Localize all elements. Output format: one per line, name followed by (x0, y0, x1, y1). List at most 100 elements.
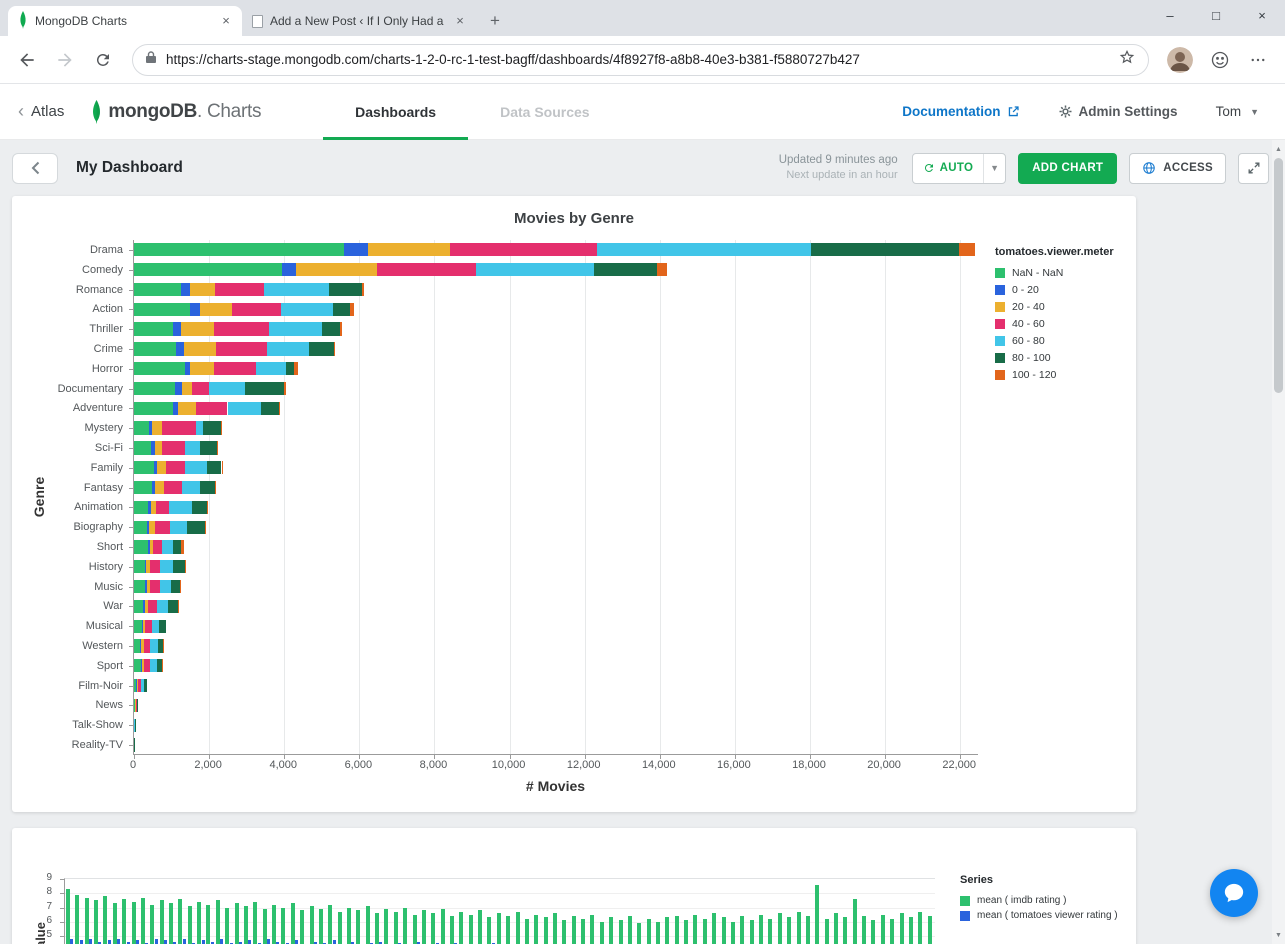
tab-dashboards[interactable]: Dashboards (323, 84, 469, 140)
documentation-link[interactable]: Documentation (902, 104, 1019, 119)
tab-data-sources[interactable]: Data Sources (500, 103, 590, 120)
x-tick-label: 4,000 (269, 759, 297, 771)
add-chart-button[interactable]: ADD CHART (1018, 152, 1118, 184)
bar (637, 923, 642, 944)
auto-refresh-main[interactable]: AUTO (913, 153, 985, 183)
bar-segment (377, 263, 476, 277)
address-bar[interactable]: https://charts-stage.mongodb.com/charts-… (132, 43, 1149, 76)
bar-segment (136, 698, 138, 713)
access-button[interactable]: ACCESS (1129, 152, 1226, 184)
y-tick (129, 527, 133, 529)
bar (243, 906, 248, 944)
bar-segment (146, 579, 151, 594)
back-icon[interactable] (10, 43, 44, 77)
bar (412, 914, 417, 944)
bar-segment (182, 480, 201, 495)
scrollbar-thumb[interactable] (1274, 158, 1283, 393)
bar-segment (216, 441, 219, 455)
bar-segment (155, 480, 164, 495)
scroll-down-arrow[interactable]: ▼ (1275, 931, 1282, 939)
bar (646, 918, 651, 944)
auto-refresh-button[interactable]: AUTO ▼ (911, 152, 1007, 184)
user-menu[interactable]: Tom ▼ (1216, 104, 1259, 119)
y-tick-label: 6 (46, 914, 52, 926)
dashboard-back-button[interactable] (12, 152, 58, 184)
bar-segment (150, 441, 155, 455)
bar (908, 917, 913, 944)
new-tab-button[interactable]: + (490, 11, 500, 30)
bar-segment (134, 718, 136, 732)
fullscreen-button[interactable] (1238, 152, 1269, 184)
bar-segment (162, 540, 173, 554)
scroll-up-arrow[interactable]: ▲ (1275, 145, 1282, 153)
admin-settings-link[interactable]: Admin Settings (1058, 104, 1178, 119)
browser-tab-add-new-post[interactable]: Add a New Post ‹ If I Only Had a × (242, 6, 476, 36)
bar-segment (810, 243, 960, 257)
forward-icon[interactable] (48, 43, 82, 77)
bar (375, 913, 380, 944)
bar-segment (189, 362, 214, 376)
bar (581, 918, 586, 944)
header-right: Documentation Admin Settings Tom ▼ (902, 104, 1285, 119)
close-tab-icon[interactable]: × (456, 13, 464, 28)
bar-segment (134, 500, 149, 514)
user-name: Tom (1215, 104, 1242, 119)
y-tick (129, 447, 133, 449)
expand-icon (1248, 162, 1259, 174)
bar-segment (344, 243, 368, 257)
bar-segment (214, 480, 216, 495)
feedback-smiley-icon[interactable] (1203, 43, 1237, 77)
browser-tab-mongodb-charts[interactable]: MongoDB Charts × (8, 6, 242, 36)
bar (759, 914, 764, 944)
chart-card-movies-by-genre: Movies by Genre Genre Drama Comedy Romance… (12, 196, 1136, 812)
y-tick-label: 7 (46, 900, 52, 912)
bar-segment (154, 441, 163, 455)
bar (220, 938, 224, 944)
x-tick (359, 755, 361, 759)
tab-title: Add a New Post ‹ If I Only Had a (270, 14, 444, 28)
bar-segment (260, 401, 279, 415)
bar-segment (231, 302, 282, 316)
bar (416, 941, 420, 944)
bar (599, 921, 604, 944)
dashboard-page: My Dashboard Updated 9 minutes ago Next … (0, 140, 1285, 944)
bar-segment (141, 659, 144, 673)
atlas-back-link[interactable]: ‹ Atlas (18, 102, 64, 121)
auto-refresh-dropdown[interactable]: ▼ (990, 163, 1000, 173)
bar-segment (172, 322, 181, 336)
close-window-button[interactable]: × (1258, 7, 1266, 23)
bar-segment (203, 421, 222, 435)
tab-strip: MongoDB Charts × Add a New Post ‹ If I O… (0, 0, 1285, 36)
bar-segment (159, 619, 166, 633)
y-tick (129, 428, 133, 430)
browser-menu-icon[interactable] (1241, 43, 1275, 77)
browser-profile-avatar[interactable] (1167, 46, 1193, 73)
vertical-scrollbar[interactable]: ▲ ▼ (1272, 140, 1285, 944)
legend-swatch (995, 370, 1005, 380)
chat-bubble-button[interactable] (1210, 869, 1258, 917)
bookmark-star-icon[interactable] (1118, 48, 1136, 71)
bar-segment (213, 362, 257, 376)
y-axis-label: Sport (96, 659, 123, 672)
bar-segment (141, 619, 143, 633)
bar-segment (170, 579, 181, 594)
bar-segment (153, 461, 157, 475)
y-tick (129, 705, 133, 707)
bar-segment (151, 619, 160, 633)
close-tab-icon[interactable]: × (222, 13, 230, 28)
x-axis-labels: 0 2,000 4,000 6,000 8,000 10,000 12,000 14,000 1… (130, 759, 978, 773)
bar-segment (140, 639, 142, 653)
x-tick-label: 6,000 (344, 759, 373, 771)
minimize-button[interactable]: – (1166, 7, 1174, 23)
reload-icon[interactable] (86, 43, 120, 77)
bar-segment (156, 500, 170, 514)
x-tick-label: 2,000 (194, 759, 222, 771)
bar (248, 940, 252, 944)
x-tick (284, 755, 286, 759)
x-tick (434, 755, 436, 759)
bar-segment (191, 500, 207, 514)
bar-segment (281, 302, 333, 316)
bar-segment (134, 381, 176, 396)
maximize-button[interactable]: □ (1212, 7, 1220, 23)
legend-label: NaN - NaN (1012, 267, 1064, 279)
